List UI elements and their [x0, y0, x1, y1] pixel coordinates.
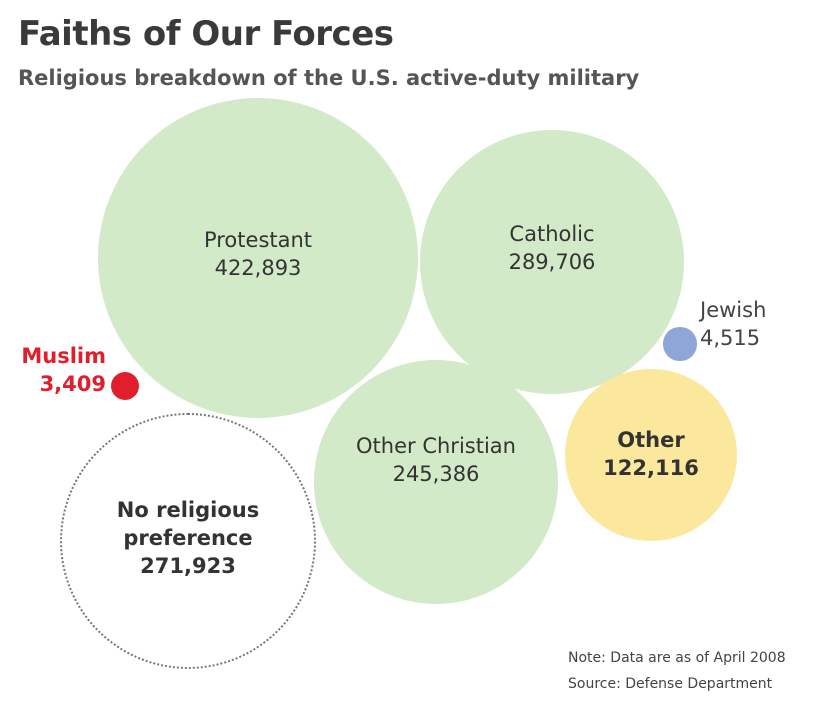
category-label: Other Christian: [356, 434, 516, 458]
source: Source: Defense Department: [568, 676, 773, 692]
bubble: [314, 360, 558, 604]
bubble: [110, 371, 140, 401]
category-label: Other: [617, 428, 685, 452]
category-label: Catholic: [509, 222, 595, 246]
bubble-label: Catholic 289,706: [452, 220, 652, 276]
category-label: Muslim: [21, 344, 106, 368]
value-label: 245,386: [392, 462, 480, 486]
bubble: [663, 327, 697, 361]
bubble-label: Other 122,116: [571, 426, 731, 482]
bubble-label: Other Christian 245,386: [356, 432, 516, 488]
value-label: 289,706: [508, 250, 596, 274]
bubble: [419, 129, 685, 395]
bubble: [565, 369, 737, 541]
category-label: Jewish: [700, 298, 767, 322]
bubble-label: Protestant 422,893: [158, 226, 358, 282]
value-label: 4,515: [700, 326, 761, 350]
value-label: 422,893: [214, 256, 302, 280]
bubble: [59, 412, 317, 670]
bubble-label: No religious preference 271,923: [98, 496, 278, 580]
bubble-label: Muslim 3,409: [0, 342, 106, 398]
bubble-label: Jewish 4,515: [700, 296, 800, 352]
value-label: 271,923: [140, 554, 236, 578]
bubble: [98, 98, 418, 418]
category-label: No religious preference: [116, 498, 260, 550]
value-label: 3,409: [39, 372, 106, 396]
note: Note: Data are as of April 2008: [568, 650, 786, 666]
category-label: Protestant: [203, 228, 313, 252]
value-label: 122,116: [603, 456, 699, 480]
chart-subtitle: Religious breakdown of the U.S. active-d…: [18, 66, 640, 90]
chart-title: Faiths of Our Forces: [18, 14, 394, 54]
